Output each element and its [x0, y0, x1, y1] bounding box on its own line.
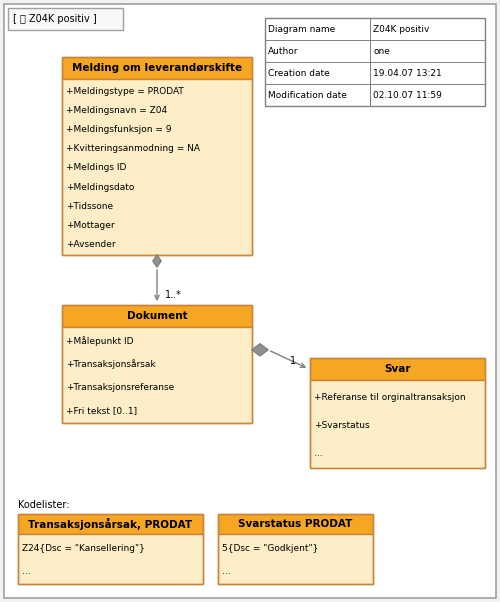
Bar: [18, 514, 203, 584]
Text: Svar: Svar: [384, 364, 411, 374]
Bar: [218, 514, 373, 584]
Bar: [62, 327, 252, 423]
Text: 5{Dsc = "Godkjent"}: 5{Dsc = "Godkjent"}: [222, 544, 318, 553]
Bar: [62, 57, 252, 79]
Text: +Meldingsdato: +Meldingsdato: [66, 182, 134, 191]
Text: +Referanse til orginaltransaksjon: +Referanse til orginaltransaksjon: [314, 393, 466, 402]
Text: +Meldingsnavn = Z04: +Meldingsnavn = Z04: [66, 106, 167, 115]
Text: ...: ...: [22, 567, 30, 576]
Text: ...: ...: [222, 567, 230, 576]
Text: Z04K positiv: Z04K positiv: [373, 25, 430, 34]
Text: Z24{Dsc = "Kansellering"}: Z24{Dsc = "Kansellering"}: [22, 544, 145, 553]
Text: ...: ...: [314, 448, 322, 458]
Text: Dokument: Dokument: [126, 311, 188, 321]
Polygon shape: [153, 255, 161, 267]
Text: Melding om leverandørskifte: Melding om leverandørskifte: [72, 63, 242, 73]
Text: 19.04.07 13:21: 19.04.07 13:21: [373, 69, 442, 78]
Text: Creation date: Creation date: [268, 69, 330, 78]
Bar: [18, 514, 203, 534]
Text: +Mottager: +Mottager: [66, 221, 114, 230]
Bar: [218, 514, 373, 534]
Text: 02.10.07 11:59: 02.10.07 11:59: [373, 90, 442, 99]
Bar: [62, 305, 252, 423]
Bar: [8, 8, 123, 30]
Text: one: one: [373, 46, 390, 55]
Text: Transaksjonsårsak, PRODAT: Transaksjonsårsak, PRODAT: [28, 518, 192, 530]
Text: +Transaksjonsreferanse: +Transaksjonsreferanse: [66, 383, 174, 392]
Bar: [265, 18, 485, 106]
Text: +Transaksjonsårsak: +Transaksjonsårsak: [66, 359, 156, 370]
Bar: [218, 534, 373, 584]
Text: +Meldings ID: +Meldings ID: [66, 164, 126, 173]
Bar: [310, 358, 485, 468]
Bar: [62, 305, 252, 327]
Text: Kodelister:: Kodelister:: [18, 500, 70, 510]
Text: 1..*: 1..*: [165, 290, 182, 300]
Bar: [62, 57, 252, 255]
Polygon shape: [252, 344, 268, 356]
Text: +Svarstatus: +Svarstatus: [314, 421, 370, 429]
Text: Diagram name: Diagram name: [268, 25, 335, 34]
Text: Modification date: Modification date: [268, 90, 347, 99]
Text: +Kvitteringsanmodning = NA: +Kvitteringsanmodning = NA: [66, 144, 200, 154]
Text: +Målepunkt ID: +Målepunkt ID: [66, 337, 134, 346]
Text: [ 圖 Z04K positiv ]: [ 圖 Z04K positiv ]: [13, 14, 97, 24]
Text: +Meldingstype = PRODAT: +Meldingstype = PRODAT: [66, 87, 184, 96]
Text: +Avsender: +Avsender: [66, 240, 116, 249]
Bar: [18, 534, 203, 584]
Bar: [310, 358, 485, 380]
Text: Svarstatus PRODAT: Svarstatus PRODAT: [238, 519, 352, 529]
Bar: [62, 79, 252, 255]
Bar: [310, 380, 485, 468]
Text: 1: 1: [290, 356, 296, 366]
Text: +Fri tekst [0..1]: +Fri tekst [0..1]: [66, 406, 137, 415]
Text: +Meldingsfunksjon = 9: +Meldingsfunksjon = 9: [66, 125, 172, 134]
Text: +Tidssone: +Tidssone: [66, 202, 113, 211]
Text: Author: Author: [268, 46, 298, 55]
